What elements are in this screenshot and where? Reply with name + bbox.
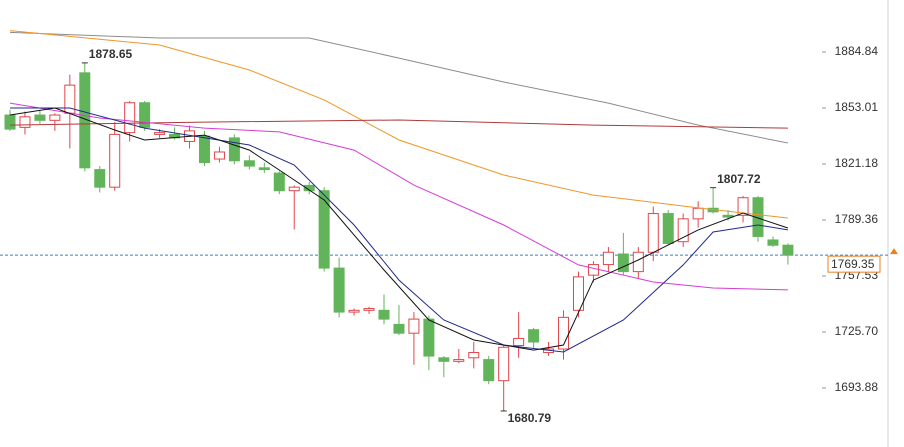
candle-body (34, 114, 46, 121)
moving-average-line (9, 30, 788, 219)
candle-body (677, 218, 689, 243)
candle-body (273, 172, 285, 192)
candle-body (782, 244, 794, 256)
y-tick-label: 1821.18 (835, 156, 879, 170)
candle-body (94, 169, 106, 188)
y-tick-label: 1853.01 (835, 100, 879, 114)
candle-body (124, 102, 136, 134)
moving-average-line (10, 107, 788, 353)
y-tick-label: 1693.88 (835, 380, 879, 394)
candle-body (228, 137, 240, 162)
moving-average-line (9, 31, 788, 144)
candle-body (692, 207, 704, 220)
candle-body (513, 337, 525, 346)
last-price-label: 1769.35 (831, 257, 875, 271)
candle-body (378, 309, 390, 320)
candle-body (213, 151, 225, 160)
candle-body (528, 329, 540, 343)
last-price-box (827, 255, 881, 273)
candle-body (139, 102, 151, 128)
candle-body (303, 184, 315, 192)
candle-body (438, 357, 450, 362)
candle-body (4, 114, 16, 130)
candle-body (49, 114, 61, 121)
last-price-arrow (890, 248, 898, 255)
annotation-label: 1878.65 (89, 47, 133, 61)
candle-body (453, 359, 465, 362)
candle-body (109, 133, 121, 188)
candle-body (767, 239, 779, 246)
candle-body (363, 308, 375, 311)
candle-body (154, 132, 166, 135)
annotation-label: 1680.79 (508, 411, 552, 425)
moving-average-line (9, 102, 788, 291)
candle-body (647, 213, 659, 253)
y-tick-label: 1884.84 (835, 44, 879, 58)
candle-body (587, 264, 599, 276)
candle-body (333, 267, 345, 313)
candle-body (602, 251, 614, 266)
moving-average-line (9, 119, 788, 129)
candle-body (348, 309, 360, 313)
candle-body (662, 213, 674, 244)
candle-body (243, 160, 255, 167)
candle-body (393, 323, 405, 334)
candle-body (408, 318, 420, 334)
y-tick-label: 1725.70 (835, 324, 879, 338)
moving-average-line (9, 107, 789, 351)
candle-body (483, 359, 495, 382)
candle-body (318, 190, 330, 269)
candle-body (737, 197, 749, 216)
candle-body (19, 116, 31, 128)
candle-body (198, 135, 210, 164)
candle-body (288, 186, 300, 192)
candle-body (468, 352, 480, 359)
candle-body (258, 167, 270, 171)
candle-body (752, 197, 764, 237)
candle-body (617, 253, 629, 273)
candle-body (572, 276, 584, 311)
candle-body (722, 214, 734, 218)
candle-body (423, 318, 435, 357)
y-tick-label: 1789.36 (835, 212, 879, 226)
candle-body (498, 346, 510, 382)
annotation-label: 1807.72 (717, 172, 761, 186)
